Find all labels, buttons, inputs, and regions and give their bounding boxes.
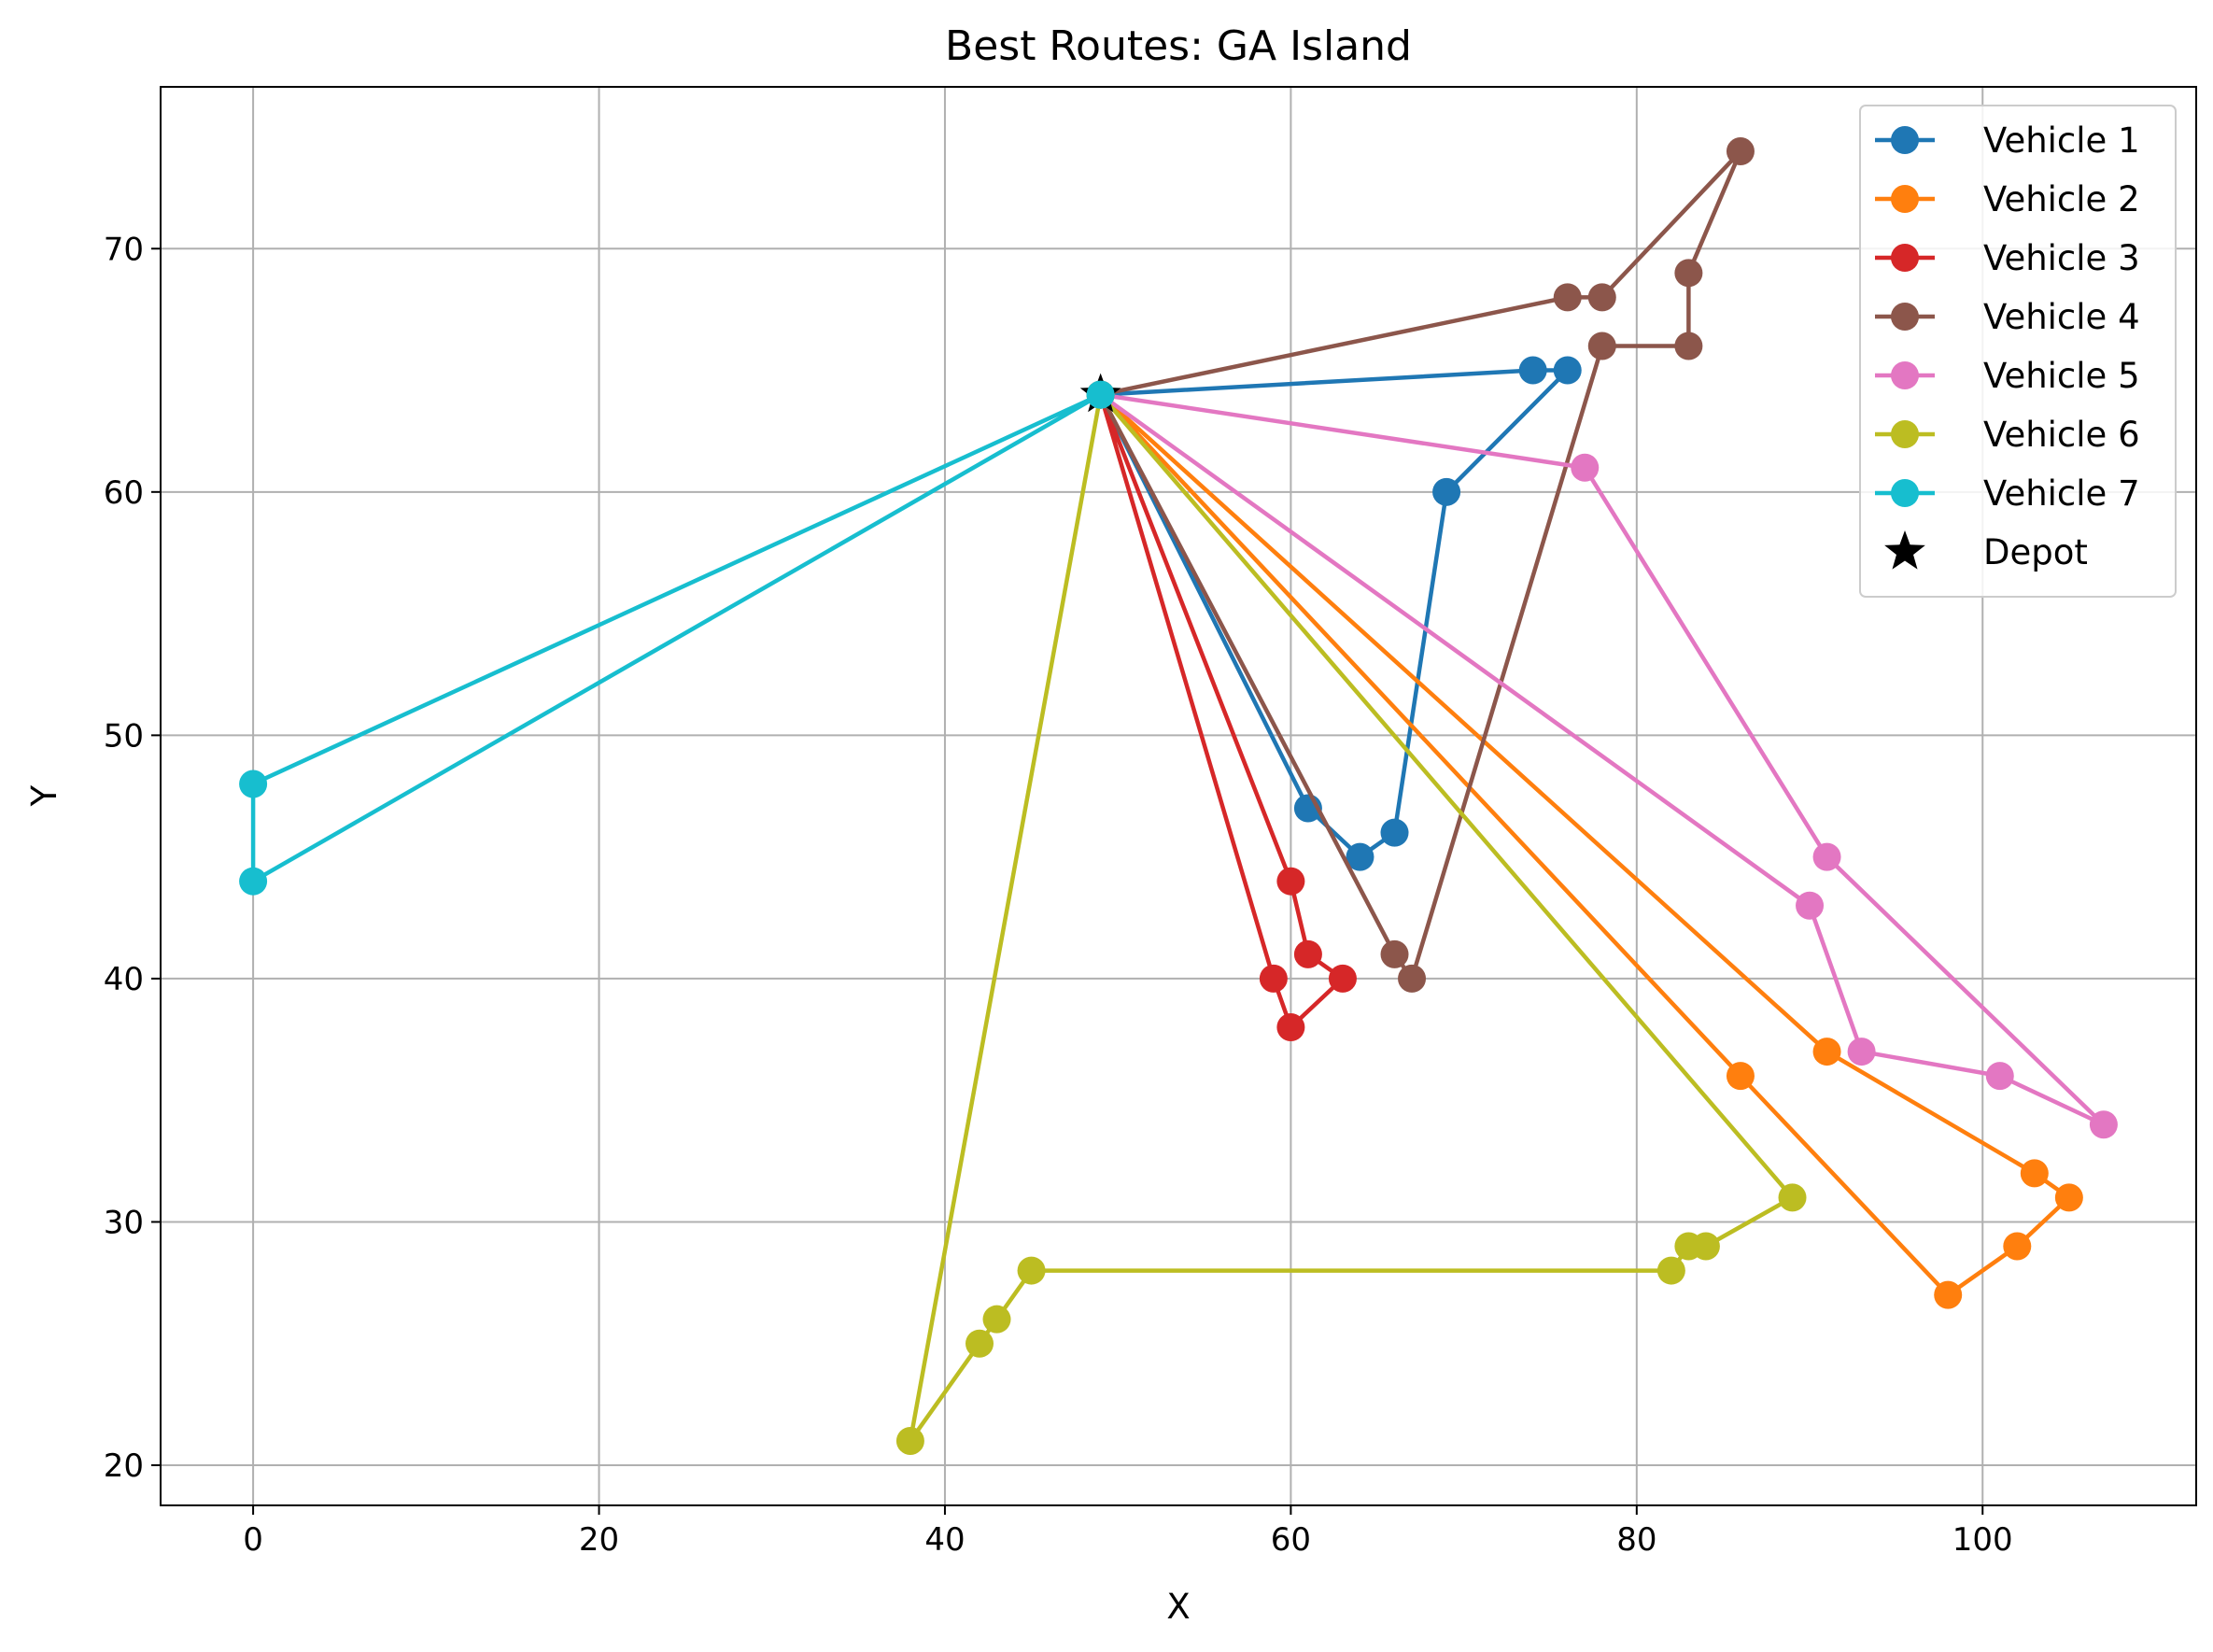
route-point bbox=[1276, 1013, 1305, 1042]
route-point bbox=[966, 1329, 994, 1358]
x-tick-label: 60 bbox=[1271, 1521, 1311, 1559]
route-point bbox=[895, 1426, 924, 1455]
legend-item: Vehicle 5 bbox=[1875, 356, 2140, 396]
route-point bbox=[982, 1305, 1011, 1334]
route-point bbox=[2054, 1183, 2083, 1212]
legend-label: Vehicle 3 bbox=[1983, 238, 2140, 278]
legend-item: Vehicle 2 bbox=[1875, 179, 2140, 219]
depot-layer bbox=[1079, 373, 1121, 413]
route-point bbox=[1778, 1183, 1807, 1212]
route-line bbox=[908, 393, 1795, 1444]
route-line bbox=[1099, 392, 2107, 1127]
series-layer bbox=[239, 137, 2118, 1455]
x-tick-label: 40 bbox=[924, 1521, 965, 1559]
legend-marker bbox=[1891, 185, 1919, 213]
series-vehicle-3 bbox=[1086, 380, 1357, 1042]
depot-overlap-point bbox=[1086, 380, 1115, 409]
route-point bbox=[1674, 1232, 1703, 1261]
route-point bbox=[1346, 842, 1374, 871]
route-point bbox=[1812, 1038, 1841, 1066]
route-point bbox=[1934, 1280, 1963, 1309]
route-point bbox=[1674, 259, 1703, 288]
route-point bbox=[1432, 477, 1461, 506]
legend-marker bbox=[1891, 420, 1919, 448]
legend-item: Vehicle 6 bbox=[1875, 415, 2140, 455]
route-point bbox=[2089, 1110, 2118, 1139]
route-point bbox=[1726, 137, 1755, 166]
legend-label: Vehicle 7 bbox=[1983, 473, 2140, 514]
plot-frame bbox=[160, 86, 2197, 1506]
legend-item: Vehicle 4 bbox=[1875, 297, 2140, 337]
legend-label: Vehicle 6 bbox=[1983, 415, 2140, 455]
route-point bbox=[1328, 964, 1357, 993]
route-point bbox=[1587, 283, 1616, 312]
legend-label: Vehicle 2 bbox=[1983, 179, 2140, 219]
legend-box bbox=[1859, 105, 2177, 598]
route-point bbox=[2003, 1232, 2032, 1261]
route-point bbox=[1380, 939, 1409, 968]
legend: Vehicle 1 Vehicle 2 Vehicle 3 Vehicle 4 Vehi… bbox=[1859, 105, 2177, 598]
legend-marker bbox=[1891, 303, 1919, 331]
legend-marker bbox=[1891, 479, 1919, 507]
legend-marker bbox=[1891, 361, 1919, 389]
legend-item: Vehicle 7 bbox=[1875, 473, 2140, 514]
series-vehicle-1 bbox=[1086, 356, 1582, 871]
route-point bbox=[1259, 964, 1288, 993]
route-point bbox=[239, 770, 268, 798]
legend-item-depot: Depot bbox=[1884, 530, 2088, 572]
route-point bbox=[1571, 453, 1600, 482]
y-axis-label: Y bbox=[24, 784, 64, 807]
route-point bbox=[1812, 842, 1841, 871]
chart-title: Best Routes: GA Island bbox=[945, 22, 1412, 70]
legend-label: Vehicle 4 bbox=[1983, 297, 2140, 337]
legend-star-marker bbox=[1884, 530, 1925, 570]
legend-marker bbox=[1891, 126, 1919, 154]
x-axis-label: X bbox=[1166, 1587, 1190, 1627]
legend-label: Vehicle 1 bbox=[1983, 120, 2140, 161]
route-point bbox=[1293, 939, 1322, 968]
route-line bbox=[250, 392, 1102, 883]
route-point bbox=[1518, 356, 1547, 385]
route-line bbox=[1098, 148, 1743, 981]
legend-label: Vehicle 5 bbox=[1983, 356, 2140, 396]
y-tick-label: 70 bbox=[104, 231, 144, 268]
series-vehicle-5 bbox=[1086, 380, 2118, 1139]
route-point bbox=[1985, 1062, 2014, 1091]
y-tick-label: 20 bbox=[104, 1447, 144, 1485]
route-point bbox=[1796, 891, 1825, 920]
route-point bbox=[2020, 1159, 2049, 1188]
route-point bbox=[1017, 1256, 1046, 1285]
route-point bbox=[1726, 1062, 1755, 1091]
y-tick-label: 30 bbox=[104, 1204, 144, 1241]
x-tick-label: 80 bbox=[1616, 1521, 1656, 1559]
route-point bbox=[1656, 1256, 1685, 1285]
legend-item: Vehicle 3 bbox=[1875, 238, 2140, 278]
legend-item: Vehicle 1 bbox=[1875, 120, 2140, 161]
y-tick-label: 40 bbox=[104, 961, 144, 998]
route-point bbox=[1553, 283, 1582, 312]
x-tick-label: 100 bbox=[1952, 1521, 2013, 1559]
x-tick-label: 0 bbox=[243, 1521, 263, 1559]
route-point bbox=[1553, 356, 1582, 385]
route-line bbox=[1099, 392, 2072, 1297]
ticks: 0 20 40 60 80 100 20 30 40 50 60 70 bbox=[104, 231, 2013, 1559]
route-point bbox=[1847, 1038, 1876, 1066]
legend-label-depot: Depot bbox=[1983, 532, 2088, 572]
y-tick-label: 50 bbox=[104, 717, 144, 755]
route-point bbox=[1276, 867, 1305, 896]
legend-marker bbox=[1891, 244, 1919, 272]
route-point bbox=[1380, 818, 1409, 847]
y-tick-label: 60 bbox=[104, 474, 144, 512]
series-vehicle-6 bbox=[895, 380, 1807, 1455]
route-point bbox=[1674, 332, 1703, 360]
route-point bbox=[1587, 332, 1616, 360]
route-point bbox=[1398, 964, 1427, 993]
x-tick-label: 20 bbox=[579, 1521, 619, 1559]
route-point bbox=[239, 867, 268, 896]
